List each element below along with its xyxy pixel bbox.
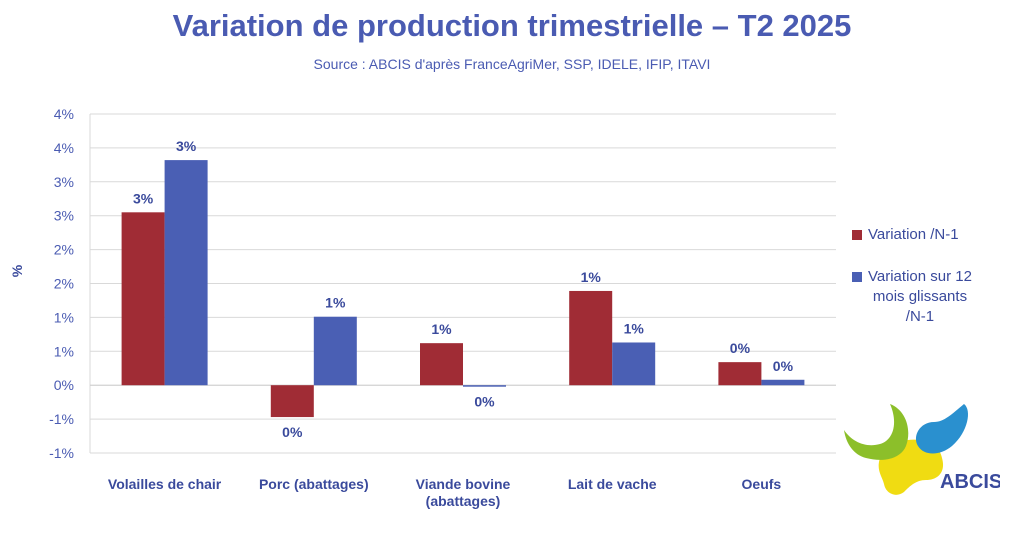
chart-subtitle: Source : ABCIS d'après FranceAgriMer, SS…	[313, 56, 711, 72]
y-tick-label: 3%	[54, 208, 74, 224]
bar	[718, 362, 762, 386]
y-tick-label: 1%	[54, 343, 74, 359]
legend-swatch	[852, 272, 862, 282]
x-tick-label: Lait de vache	[568, 476, 657, 492]
data-label: 3%	[176, 138, 197, 154]
logo-text: ABCIS	[940, 471, 1000, 493]
legend-label: Variation sur 12 mois glissants /N-1	[868, 268, 972, 325]
chart-title: Variation de production trimestrielle – …	[172, 8, 852, 43]
legend-item-variation-12-mois: Variation sur 12 mois glissants /N-1	[852, 267, 1020, 327]
bar	[463, 385, 506, 387]
data-label: 0%	[282, 424, 303, 440]
bar	[612, 342, 656, 386]
legend-label: Variation /N-1	[868, 226, 959, 243]
bar	[270, 385, 314, 418]
bar	[164, 160, 208, 386]
data-labels: 3% 3% 0% 1% 1% 0% 1% 1% 0% 0%	[133, 138, 794, 440]
data-label: 0%	[773, 358, 794, 374]
data-label: 1%	[581, 269, 602, 285]
y-tick-label: -1%	[49, 411, 74, 427]
x-tick-label: Volailles de chair	[108, 476, 222, 492]
data-label: 1%	[431, 321, 452, 337]
x-tick-label: (abattages)	[426, 493, 501, 509]
tick-labels: 4% 4% 3% 3% 2% 2% 1% 1% 0% -1% -1% Volailles de cha…	[49, 106, 781, 509]
y-tick-label: 2%	[54, 276, 74, 292]
bars	[121, 160, 805, 418]
bar	[761, 379, 805, 386]
y-tick-label: 4%	[54, 106, 74, 122]
y-tick-label: 1%	[54, 309, 74, 325]
logo-green-shape	[844, 404, 909, 460]
legend-item-variation-n1: Variation /N-1	[852, 225, 1020, 245]
data-label: 3%	[133, 190, 154, 206]
legend-swatch	[852, 230, 862, 240]
bar	[121, 212, 165, 386]
data-label: 1%	[624, 320, 645, 336]
y-axis-label: %	[9, 264, 25, 277]
logo-blue-shape	[915, 404, 968, 454]
bar	[420, 343, 463, 386]
y-tick-label: -1%	[49, 445, 74, 461]
x-tick-label: Viande bovine	[416, 476, 511, 492]
y-tick-label: 4%	[54, 140, 74, 156]
x-tick-label: Porc (abattages)	[259, 476, 369, 492]
legend: Variation /N-1 Variation sur 12 mois gli…	[852, 225, 1020, 349]
abcis-logo: ABCIS	[844, 404, 1000, 495]
data-label: 0%	[730, 340, 751, 356]
y-tick-label: 0%	[54, 377, 74, 393]
x-tick-label: Oeufs	[742, 476, 782, 492]
data-label: 0%	[474, 394, 495, 410]
bar	[569, 290, 613, 386]
data-label: 1%	[325, 295, 346, 311]
y-tick-label: 3%	[54, 174, 74, 190]
bar	[313, 316, 357, 386]
y-tick-label: 2%	[54, 242, 74, 258]
